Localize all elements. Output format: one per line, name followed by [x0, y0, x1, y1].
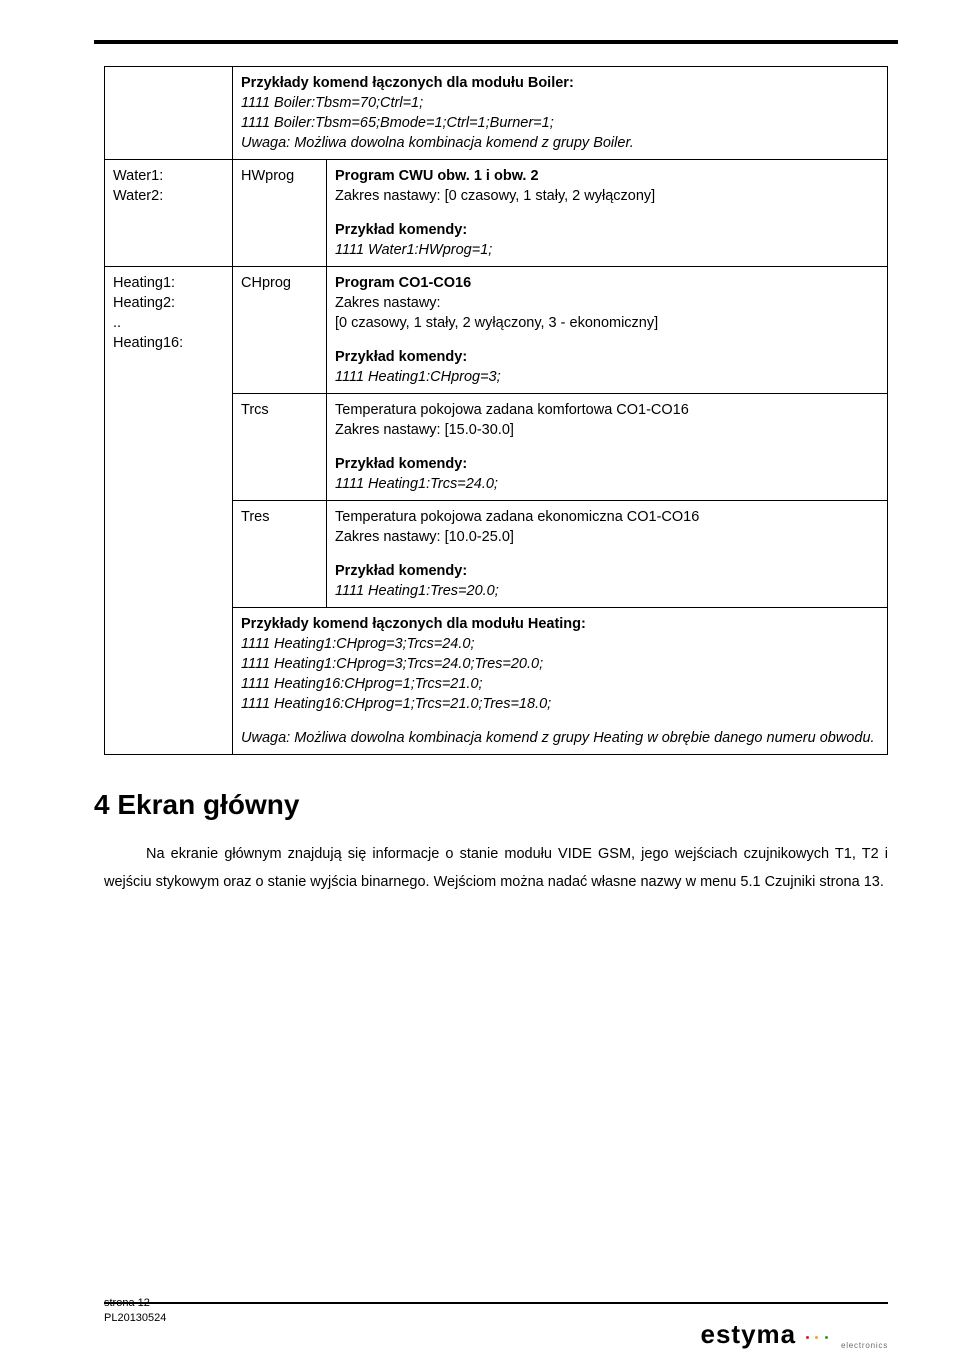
spacer [335, 547, 879, 561]
page-footer: strona 12 PL20130524 estyma electronics [104, 1296, 888, 1350]
example-heading: Przykład komendy: [335, 222, 467, 238]
example-heading: Przykład komendy: [335, 563, 467, 579]
label: .. [113, 315, 121, 331]
dot-icon [806, 1336, 809, 1339]
cell-param: Trcs [233, 394, 327, 501]
param-name: CHprog [241, 275, 291, 291]
note-line: Uwaga: Możliwa dowolna kombinacja komend… [241, 730, 875, 746]
table-row: Heating1: Heating2: .. Heating16: CHprog… [105, 267, 888, 394]
param-name: HWprog [241, 168, 294, 184]
body-paragraph: Na ekranie głównym znajdują się informac… [104, 841, 888, 896]
example-heading: Przykład komendy: [335, 456, 467, 472]
desc-line: Temperatura pokojowa zadana ekonomiczna … [335, 509, 699, 525]
code-line: 1111 Boiler:Tbsm=70;Ctrl=1; [241, 95, 423, 111]
label: Heating16: [113, 335, 183, 351]
code-line: 1111 Water1:HWprog=1; [335, 242, 492, 258]
desc-line: Zakres nastawy: [335, 295, 441, 311]
page: Przykłady komend łączonych dla modułu Bo… [0, 0, 960, 1372]
desc-line: [0 czasowy, 1 stały, 2 wyłączony, 3 - ek… [335, 315, 658, 331]
cell-description: Temperatura pokojowa zadana komfortowa C… [327, 394, 888, 501]
code-line: 1111 Heating1:CHprog=3;Trcs=24.0;Tres=20… [241, 656, 543, 672]
desc-line: Temperatura pokojowa zadana komfortowa C… [335, 402, 689, 418]
commands-table: Przykłady komend łączonych dla modułu Bo… [104, 66, 888, 755]
code-line: 1111 Heating16:CHprog=1;Trcs=21.0;Tres=1… [241, 696, 551, 712]
label: Water2: [113, 188, 163, 204]
note-line: Uwaga: Możliwa dowolna kombinacja komend… [241, 135, 634, 151]
dot-icon [825, 1336, 828, 1339]
desc-title: Program CO1-CO16 [335, 275, 471, 291]
cell-heating-examples: Przykłady komend łączonych dla modułu He… [233, 608, 888, 755]
cell-param: Tres [233, 501, 327, 608]
footer-rule [104, 1302, 888, 1304]
code-line: 1111 Boiler:Tbsm=65;Bmode=1;Ctrl=1;Burne… [241, 115, 554, 131]
desc-title: Program CWU obw. 1 i obw. 2 [335, 168, 539, 184]
table-row: Water1: Water2: HWprog Program CWU obw. … [105, 160, 888, 267]
cell-boiler-examples: Przykłady komend łączonych dla modułu Bo… [233, 67, 888, 160]
desc-line: Zakres nastawy: [10.0-25.0] [335, 529, 514, 545]
cell-description: Temperatura pokojowa zadana ekonomiczna … [327, 501, 888, 608]
table-row: Przykłady komend łączonych dla modułu Bo… [105, 67, 888, 160]
spacer [241, 714, 879, 728]
logo-text: estyma [701, 1319, 797, 1350]
code-line: 1111 Heating1:CHprog=3; [335, 369, 501, 385]
logo-subtext: electronics [841, 1341, 888, 1350]
logo-dots [805, 1326, 829, 1344]
code-line: 1111 Heating1:Trcs=24.0; [335, 476, 498, 492]
param-name: Tres [241, 509, 269, 525]
code-line: 1111 Heating16:CHprog=1;Trcs=21.0; [241, 676, 483, 692]
heading: Przykłady komend łączonych dla modułu He… [241, 616, 586, 632]
spacer [335, 440, 879, 454]
label: Water1: [113, 168, 163, 184]
cell-module-water: Water1: Water2: [105, 160, 233, 267]
brand-logo: estyma electronics [701, 1319, 888, 1350]
example-heading: Przykład komendy: [335, 349, 467, 365]
cell-param: CHprog [233, 267, 327, 394]
cell-description: Program CO1-CO16 Zakres nastawy: [0 czas… [327, 267, 888, 394]
code-line: 1111 Heating1:Tres=20.0; [335, 583, 499, 599]
header-rule [94, 40, 898, 44]
cell-empty [105, 67, 233, 160]
dot-icon [815, 1336, 818, 1339]
section-heading: 4 Ekran główny [94, 789, 888, 821]
spacer [335, 333, 879, 347]
heading: Przykłady komend łączonych dla modułu Bo… [241, 75, 574, 91]
param-name: Trcs [241, 402, 269, 418]
cell-module-heating: Heating1: Heating2: .. Heating16: [105, 267, 233, 755]
code-line: 1111 Heating1:CHprog=3;Trcs=24.0; [241, 636, 474, 652]
label: Heating1: [113, 275, 175, 291]
label: Heating2: [113, 295, 175, 311]
doc-id: PL20130524 [104, 1312, 166, 1324]
cell-param: HWprog [233, 160, 327, 267]
desc-line: Zakres nastawy: [15.0-30.0] [335, 422, 514, 438]
spacer [335, 206, 879, 220]
cell-description: Program CWU obw. 1 i obw. 2 Zakres nasta… [327, 160, 888, 267]
desc-line: Zakres nastawy: [0 czasowy, 1 stały, 2 w… [335, 188, 655, 204]
